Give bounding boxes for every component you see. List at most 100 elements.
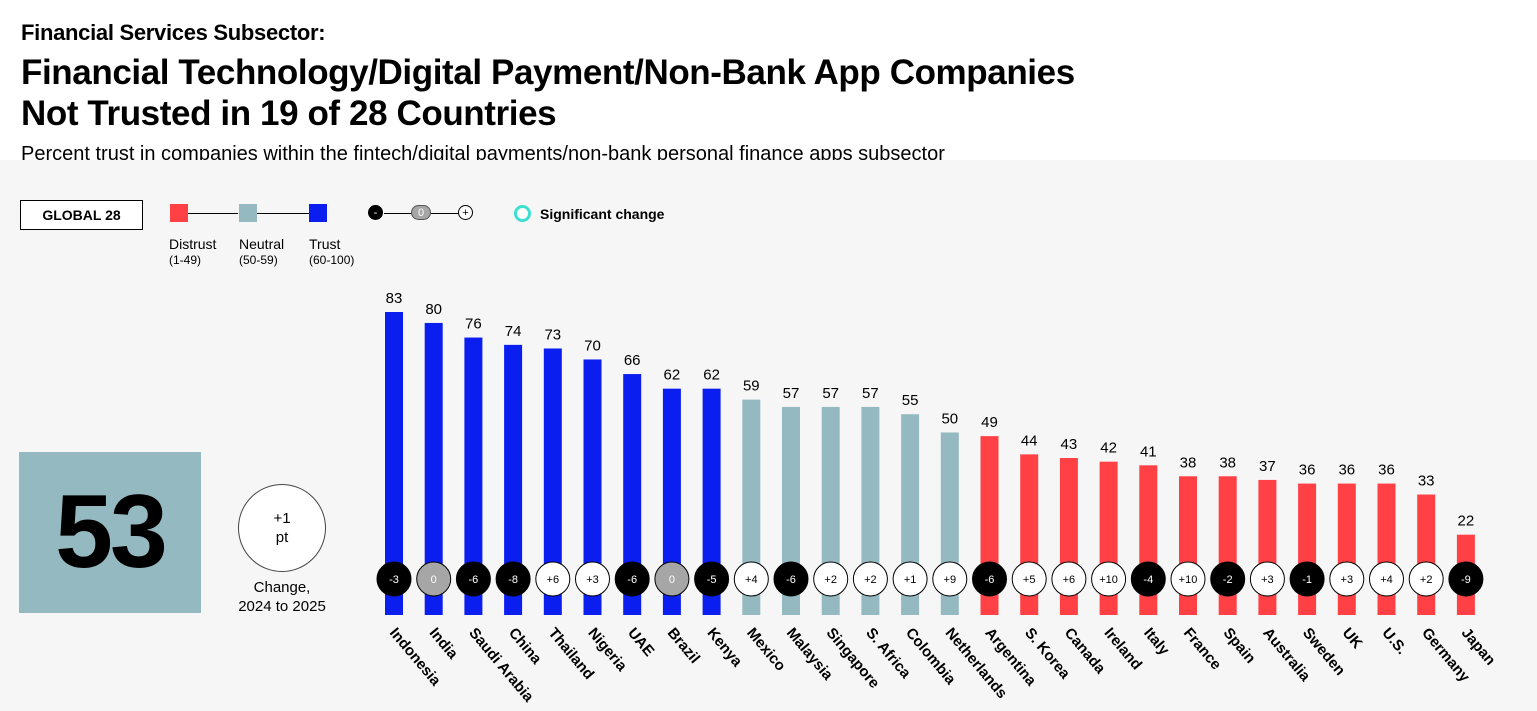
country-label: Mexico <box>743 625 789 675</box>
bar <box>702 388 721 615</box>
bar <box>543 348 562 615</box>
title-line-2: Not Trusted in 19 of 28 Countries <box>21 94 557 133</box>
change-marker <box>614 561 650 597</box>
bar-value-label: 36 <box>1378 462 1395 479</box>
change-value-label: +5 <box>1023 574 1036 586</box>
change-marker <box>1329 561 1365 597</box>
change-value-label: -3 <box>389 574 399 586</box>
bar-value-label: 38 <box>1180 454 1197 471</box>
country-label: India <box>426 625 462 663</box>
change-value-label: +2 <box>824 574 837 586</box>
legend-trust: Trust (60-100) <box>309 236 354 268</box>
bar <box>623 374 642 615</box>
change-marker <box>376 561 412 597</box>
bar-value-label: 80 <box>425 301 442 318</box>
change-marker <box>1210 561 1246 597</box>
bar-value-label: 76 <box>465 316 482 333</box>
bar-value-label: 55 <box>902 392 919 409</box>
legend-neutral: Neutral (50-59) <box>239 236 284 268</box>
legend-distrust-label: Distrust <box>169 236 217 252</box>
change-marker <box>1408 561 1444 597</box>
change-marker <box>733 561 769 597</box>
change-marker <box>852 561 888 597</box>
bar <box>662 388 681 615</box>
change-value-label: +3 <box>586 574 599 586</box>
bar-value-label: 36 <box>1299 462 1316 479</box>
bar-value-label: 70 <box>584 337 601 354</box>
bar-value-label: 38 <box>1219 454 1236 471</box>
bar-value-label: 59 <box>743 378 760 395</box>
change-marker <box>416 561 452 597</box>
bar-value-label: 44 <box>1021 432 1038 449</box>
global-change-badge: +1 pt <box>238 484 326 572</box>
change-caption: Change, 2024 to 2025 <box>222 578 342 616</box>
legend-zero-dot: 0 <box>411 205 431 220</box>
bar-value-label: 36 <box>1338 462 1355 479</box>
change-value-label: +10 <box>1179 574 1198 586</box>
chart-panel <box>0 160 1537 711</box>
page-title: Financial Technology/Digital Payment/Non… <box>21 52 1075 134</box>
bar <box>742 399 761 615</box>
change-marker <box>773 561 809 597</box>
change-marker <box>1249 561 1285 597</box>
bar-value-label: 42 <box>1100 440 1117 457</box>
legend-distrust: Distrust (1-49) <box>169 236 216 268</box>
bar-value-label: 37 <box>1259 458 1276 475</box>
legend-neutral-swatch <box>239 204 257 222</box>
change-value-label: -9 <box>1461 574 1471 586</box>
kicker: Financial Services Subsector: <box>21 20 326 45</box>
change-value-label: 0 <box>431 574 437 586</box>
global-change-value: +1 <box>273 510 291 527</box>
change-marker <box>1051 561 1087 597</box>
legend-neutral-label: Neutral <box>239 236 285 252</box>
country-label: Kenya <box>704 625 746 671</box>
change-value-label: -4 <box>1143 574 1153 586</box>
change-value-label: +2 <box>1420 574 1433 586</box>
bar-value-label: 83 <box>386 290 403 307</box>
country-label: China <box>505 625 545 668</box>
legend-connector <box>188 213 238 214</box>
change-value-label: -6 <box>786 574 796 586</box>
bar-value-label: 57 <box>822 385 839 402</box>
country-label: UK <box>1339 625 1366 653</box>
change-value-label: +9 <box>944 574 957 586</box>
country-label: U.S. <box>1378 625 1410 658</box>
legend-neutral-range: (50-59) <box>239 253 278 267</box>
legend-trust-range: (60-100) <box>309 253 355 267</box>
change-marker <box>654 561 690 597</box>
title-line-1: Financial Technology/Digital Payment/Non… <box>21 53 1075 92</box>
bar-value-label: 57 <box>783 385 800 402</box>
country-label: UAE <box>624 625 657 660</box>
change-value-label: -5 <box>707 574 717 586</box>
change-marker <box>1448 561 1484 597</box>
bar <box>424 322 443 615</box>
change-value-label: +2 <box>864 574 877 586</box>
change-caption-line-2: 2024 to 2025 <box>238 598 326 615</box>
change-marker <box>1011 561 1047 597</box>
change-caption-line-1: Change, <box>253 579 311 596</box>
bar-value-label: 62 <box>703 367 720 384</box>
significant-change-icon <box>514 205 531 222</box>
change-marker <box>1130 561 1166 597</box>
change-value-label: -6 <box>469 574 479 586</box>
change-value-label: -6 <box>627 574 637 586</box>
change-value-label: -8 <box>508 574 518 586</box>
change-marker <box>455 561 491 597</box>
header: Financial Services Subsector: Financial … <box>0 0 1537 165</box>
bar <box>464 337 483 615</box>
change-marker <box>813 561 849 597</box>
legend-plus-dot: + <box>458 205 473 220</box>
change-value-label: +6 <box>1063 574 1076 586</box>
country-label: France <box>1180 625 1225 674</box>
change-marker <box>575 561 610 597</box>
change-value-label: -1 <box>1302 574 1312 586</box>
change-value-label: -2 <box>1223 574 1233 586</box>
change-marker <box>1170 561 1206 597</box>
global-label: GLOBAL 28 <box>20 200 143 230</box>
change-marker <box>1289 561 1325 597</box>
bar-value-label: 74 <box>505 323 522 340</box>
legend-distrust-range: (1-49) <box>169 253 202 267</box>
change-marker <box>1091 561 1127 597</box>
change-value-label: -6 <box>985 574 995 586</box>
